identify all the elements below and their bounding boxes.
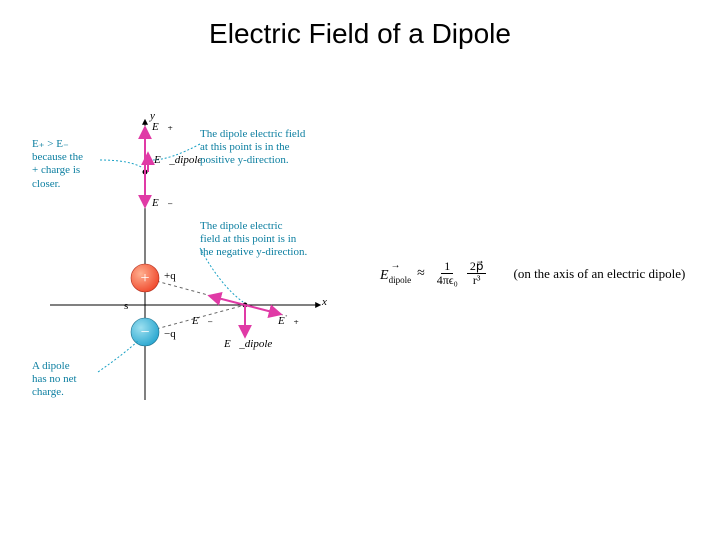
vec-eminus-right [210,296,245,305]
eq-frac2-den: r³ [470,274,484,287]
eq-frac1-num: 1 [441,260,453,274]
annotation-left-l1: E₊ > E₋ [32,138,69,150]
ann-curve-bottom [98,340,139,372]
annotation-mid-l1: The dipole electric [200,220,282,232]
vec-label-edipole-top: E⃗_dipole [154,154,202,166]
pos-charge-label: +q [164,270,176,282]
annotation-bottom: A dipole has no net charge. [32,360,102,400]
eq-approx: ≈ [417,266,425,282]
vec-label-eminus-top: E⃗₋ [152,196,173,209]
eq-frac1-den: 4πϵ₀ [434,274,461,287]
eq-lhs-vec: → Edipole [380,263,411,285]
annotation-left-l3: + charge is [32,164,80,176]
annotation-top-l3: positive y-direction. [200,154,289,166]
vec-label-eplus-top: E⃗₊ [152,120,173,133]
annotation-top-l1: The dipole electric field [200,128,305,140]
eq-frac2-num: 2p⃗ [467,260,487,274]
equation-group: → Edipole ≈ 1 4πϵ₀ 2p⃗ r³ (on the axis o… [380,260,685,287]
annotation-top: The dipole electric field at this point … [200,128,340,168]
dipole-equation: → Edipole ≈ 1 4πϵ₀ 2p⃗ r³ [380,260,489,287]
vec-label-eplus-right: E⃗₊ [278,314,299,327]
eq-lhs-sub: dipole [389,275,412,285]
x-axis-label: x [322,296,327,308]
charge-neg-sign: − [140,324,149,341]
annotation-left-l2: because the [32,151,83,163]
vec-label-edipole-right: E⃗_dipole [224,338,272,350]
dipole-diagram: + − x y +q −q s E⃗₊ E⃗_dipole E⃗₋ E⃗₊ E⃗… [40,110,340,410]
annotation-mid-l3: the negative y-direction. [200,246,307,258]
vec-label-eminus-right: E⃗₋ [192,314,213,327]
annotation-left: E₊ > E₋ because the + charge is closer. [32,138,112,191]
charge-pos-sign: + [140,270,149,287]
annotation-left-l4: closer. [32,178,60,190]
annotation-mid: The dipole electric field at this point … [200,220,340,260]
neg-charge-label: −q [164,328,176,340]
eq-frac2: 2p⃗ r³ [467,260,487,287]
annotation-top-l2: at this point is in the [200,141,290,153]
annotation-bottom-l2: has no net [32,373,77,385]
eq-frac1: 1 4πϵ₀ [434,260,461,287]
vec-eplus-right [245,305,280,314]
annotation-mid-l2: field at this point is in [200,233,296,245]
equation-note: (on the axis of an electric dipole) [513,266,685,282]
page-title: Electric Field of a Dipole [0,18,720,50]
annotation-bottom-l3: charge. [32,386,64,398]
annotation-bottom-l1: A dipole [32,360,70,372]
s-label: s [124,300,128,312]
